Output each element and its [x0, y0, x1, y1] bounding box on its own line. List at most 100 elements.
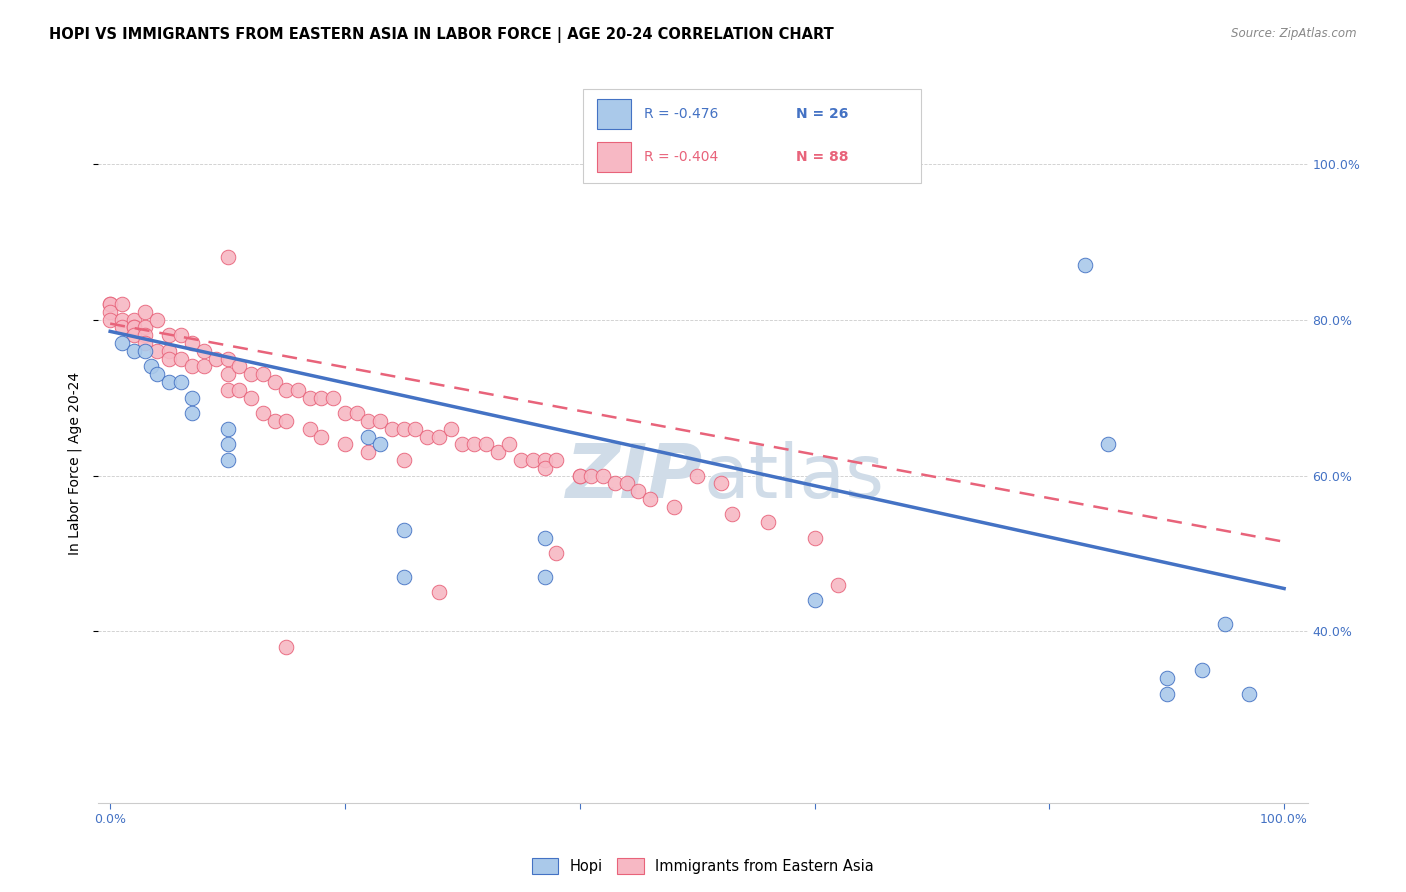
Point: [111, 297, 134, 311]
Point: [157, 343, 180, 358]
Point: [638, 491, 661, 506]
FancyBboxPatch shape: [583, 89, 921, 183]
Point: [603, 476, 626, 491]
Bar: [598, 98, 631, 128]
Point: [146, 368, 169, 382]
Point: [181, 359, 204, 374]
Point: [439, 422, 461, 436]
Point: [533, 460, 555, 475]
Point: [368, 437, 391, 451]
Point: [427, 585, 450, 599]
Point: [122, 343, 145, 358]
Point: [298, 422, 321, 436]
Point: [263, 375, 285, 389]
Point: [1097, 437, 1119, 451]
Bar: [598, 142, 631, 171]
Point: [392, 422, 415, 436]
Point: [98, 305, 121, 319]
Point: [1156, 687, 1178, 701]
Point: [217, 351, 239, 366]
Point: [1191, 663, 1213, 677]
Point: [276, 640, 298, 654]
Point: [616, 476, 638, 491]
Point: [298, 391, 321, 405]
Point: [181, 391, 204, 405]
Text: Source: ZipAtlas.com: Source: ZipAtlas.com: [1232, 27, 1357, 40]
Text: HOPI VS IMMIGRANTS FROM EASTERN ASIA IN LABOR FORCE | AGE 20-24 CORRELATION CHAR: HOPI VS IMMIGRANTS FROM EASTERN ASIA IN …: [49, 27, 834, 43]
Point: [427, 429, 450, 443]
Point: [181, 336, 204, 351]
Point: [134, 336, 156, 351]
Point: [1237, 687, 1260, 701]
Point: [122, 328, 145, 343]
Point: [252, 406, 274, 420]
Point: [592, 468, 614, 483]
Point: [451, 437, 474, 451]
Point: [181, 406, 204, 420]
Point: [169, 351, 191, 366]
Point: [287, 383, 309, 397]
Point: [217, 251, 239, 265]
Point: [463, 437, 485, 451]
Point: [193, 343, 215, 358]
Point: [686, 468, 709, 483]
Point: [381, 422, 404, 436]
Point: [498, 437, 520, 451]
Point: [392, 523, 415, 537]
Point: [346, 406, 368, 420]
Point: [111, 312, 134, 326]
Point: [1215, 616, 1237, 631]
Point: [581, 468, 603, 483]
Point: [217, 422, 239, 436]
Point: [357, 445, 380, 459]
Point: [357, 414, 380, 428]
Point: [141, 359, 163, 374]
Point: [157, 375, 180, 389]
Point: [803, 593, 825, 607]
Text: R = -0.476: R = -0.476: [644, 106, 718, 120]
Point: [217, 368, 239, 382]
Point: [522, 453, 544, 467]
Point: [157, 328, 180, 343]
Point: [134, 305, 156, 319]
Point: [146, 343, 169, 358]
Point: [146, 312, 169, 326]
Point: [228, 383, 250, 397]
Text: N = 26: N = 26: [796, 106, 848, 120]
Point: [710, 476, 733, 491]
Point: [533, 453, 555, 467]
Point: [311, 391, 333, 405]
Point: [98, 297, 121, 311]
Text: N = 88: N = 88: [796, 150, 849, 163]
Point: [510, 453, 533, 467]
Point: [392, 453, 415, 467]
Point: [568, 468, 591, 483]
Point: [486, 445, 509, 459]
Point: [276, 414, 298, 428]
Point: [322, 391, 344, 405]
Point: [721, 508, 744, 522]
Point: [134, 320, 156, 334]
Point: [252, 368, 274, 382]
Legend: Hopi, Immigrants from Eastern Asia: Hopi, Immigrants from Eastern Asia: [526, 852, 880, 880]
Point: [169, 328, 191, 343]
Text: R = -0.404: R = -0.404: [644, 150, 718, 163]
Point: [228, 359, 250, 374]
Point: [627, 484, 650, 499]
Point: [122, 320, 145, 334]
Point: [827, 577, 849, 591]
Point: [217, 383, 239, 397]
Point: [1073, 258, 1095, 272]
Point: [533, 531, 555, 545]
Point: [404, 422, 426, 436]
Point: [240, 391, 263, 405]
Point: [368, 414, 391, 428]
Point: [392, 570, 415, 584]
Point: [416, 429, 439, 443]
Point: [122, 312, 145, 326]
Point: [803, 531, 825, 545]
Point: [276, 383, 298, 397]
Point: [217, 437, 239, 451]
Point: [1156, 671, 1178, 685]
Point: [546, 546, 568, 560]
